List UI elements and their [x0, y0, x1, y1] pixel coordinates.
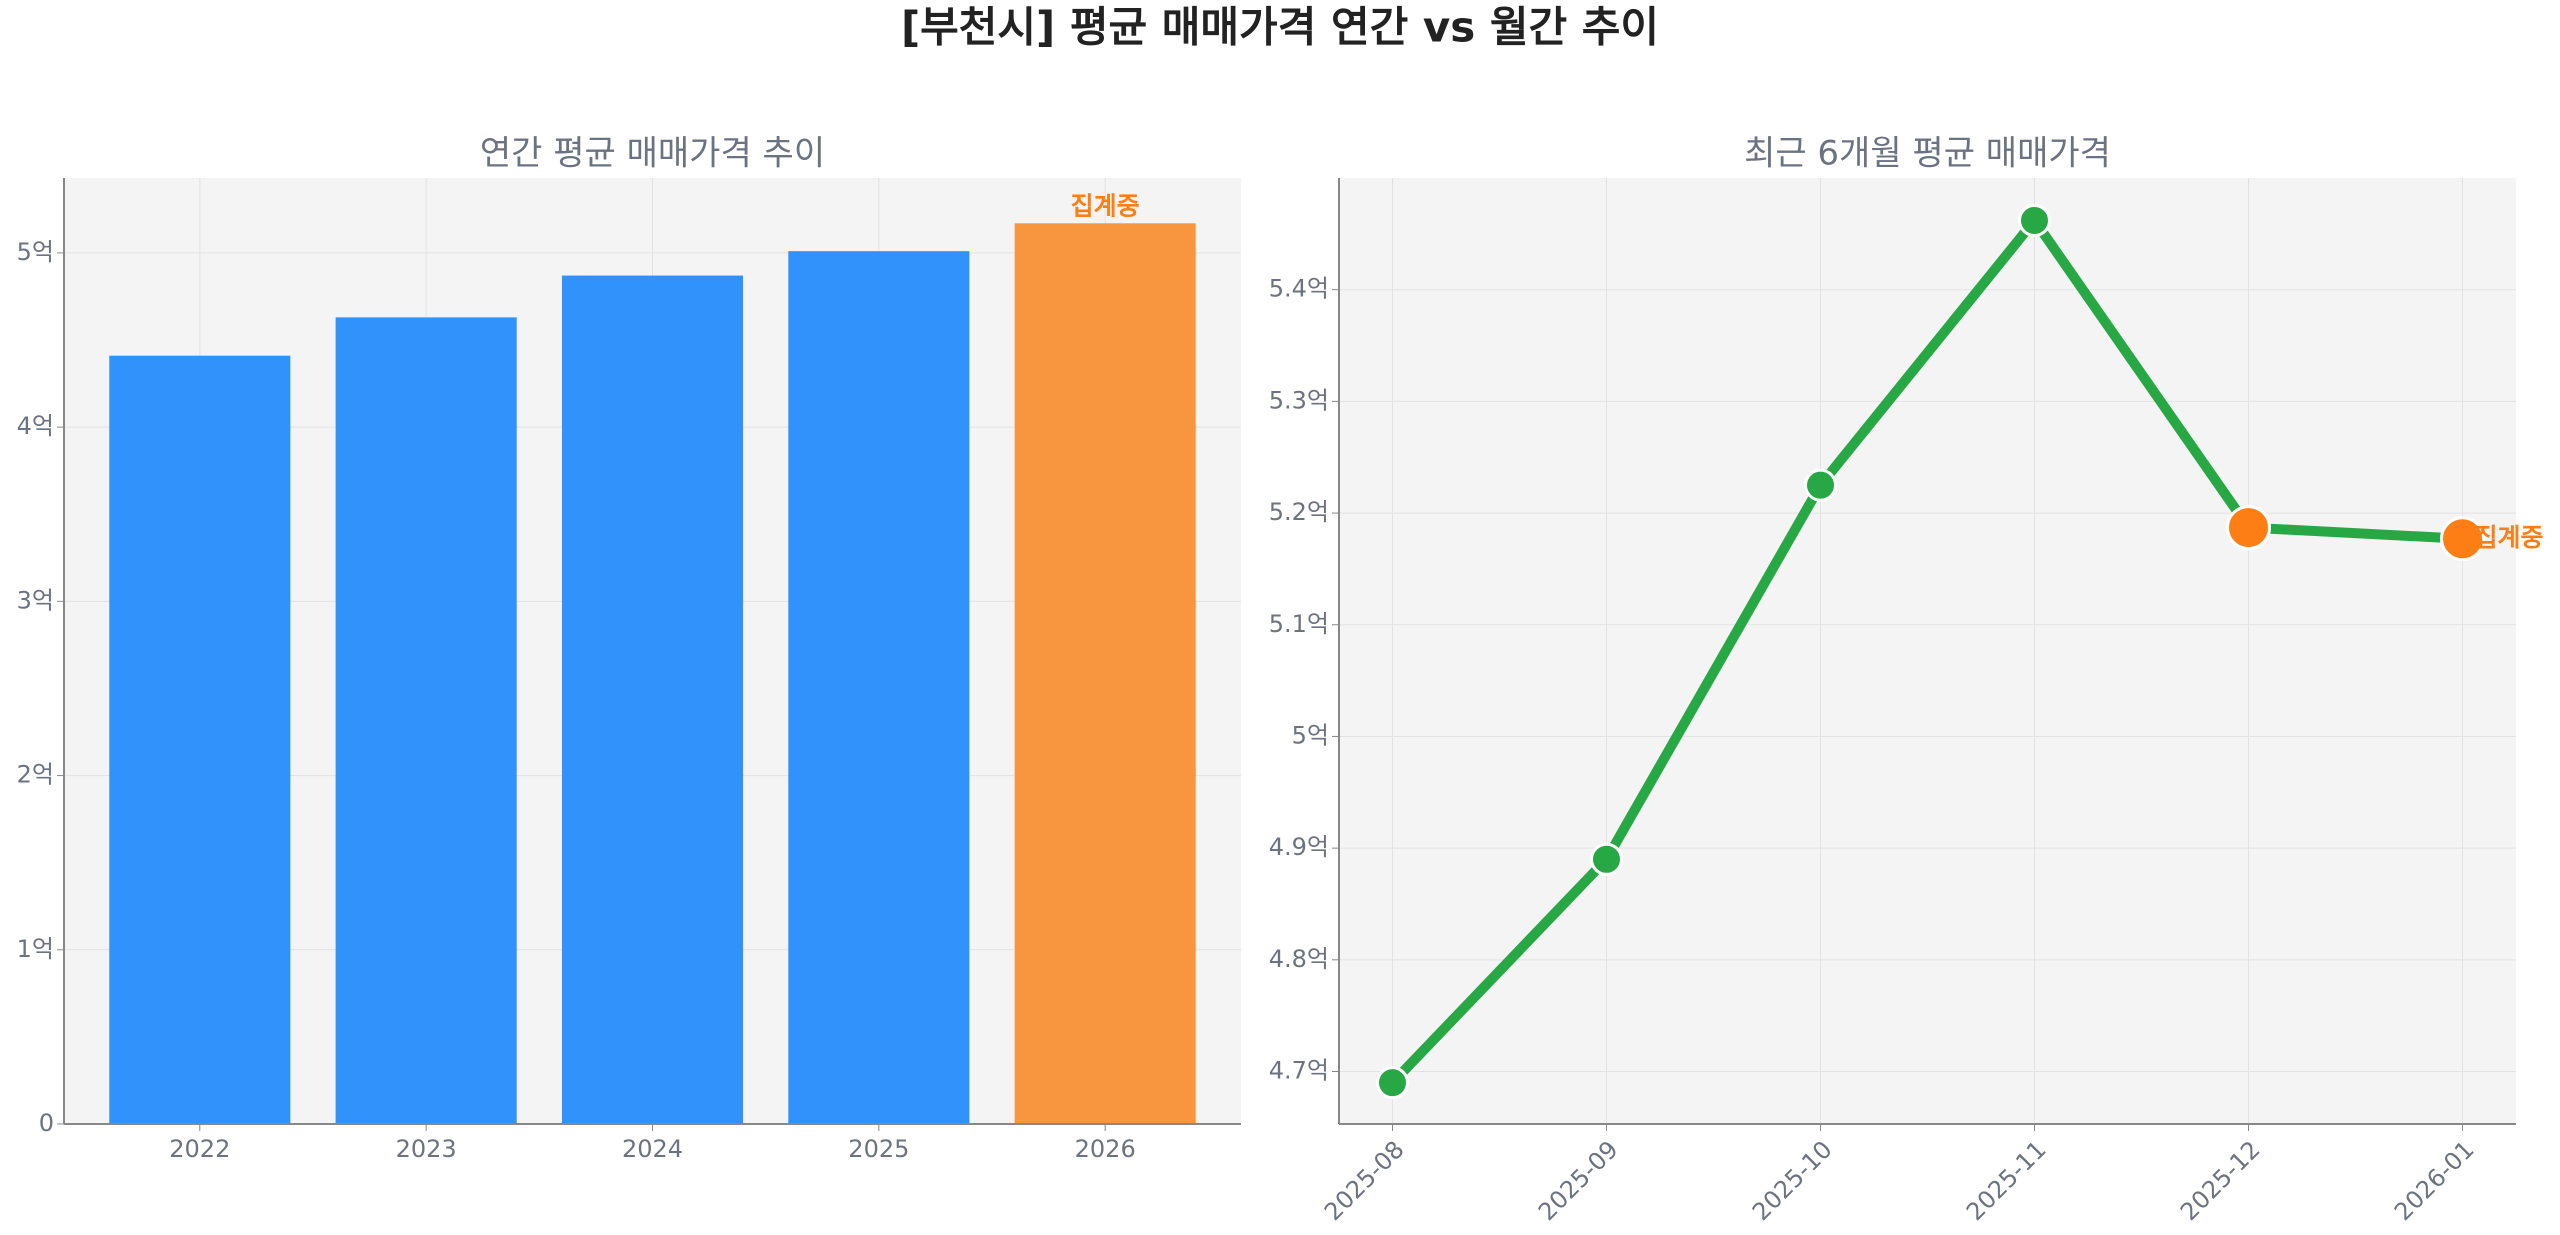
- figure-title: [부천시] 평균 매매가격 연간 vs 월간 추이: [901, 3, 1659, 52]
- x-tick-label: 2025: [848, 1135, 909, 1163]
- y-tick-label: 5.1억: [1269, 610, 1329, 638]
- point: [2018, 203, 2051, 237]
- x-tick-label: 2025-11: [1961, 1135, 2052, 1226]
- x-tick-label: 2025-10: [1747, 1135, 1838, 1226]
- point: [2440, 516, 2485, 562]
- y-tick-label: 5.4억: [1269, 275, 1329, 303]
- y-tick-label: 3억: [17, 586, 54, 614]
- y-tick-label: 1억: [17, 935, 54, 963]
- plot-background: [1339, 178, 2516, 1124]
- x-tick-label: 2026: [1075, 1135, 1136, 1163]
- y-tick-label: 4.7억: [1269, 1057, 1329, 1085]
- bar: [788, 251, 970, 1124]
- point: [1376, 1066, 1409, 1100]
- y-tick-label: 2억: [17, 761, 54, 789]
- x-tick-label: 2025-12: [2175, 1135, 2266, 1226]
- x-tick-label: 2023: [396, 1135, 457, 1163]
- annotation: 집계중: [1071, 191, 1140, 220]
- bar: [335, 317, 517, 1124]
- chart-title: 연간 평균 매매가격 추이: [480, 134, 825, 174]
- x-tick-label: 2025-09: [1533, 1135, 1624, 1226]
- bar: [561, 275, 744, 1124]
- y-tick-label: 4.9억: [1269, 833, 1329, 861]
- point: [2226, 505, 2271, 551]
- x-tick-label: 2025-08: [1319, 1135, 1410, 1226]
- bar: [1014, 223, 1196, 1124]
- y-tick-label: 5.2억: [1269, 498, 1329, 526]
- point: [1804, 468, 1837, 502]
- y-tick-label: 5.3억: [1269, 386, 1329, 414]
- x-tick-label: 2024: [622, 1135, 683, 1163]
- y-tick-label: 5억: [1292, 721, 1329, 749]
- y-tick-label: 5억: [17, 238, 54, 266]
- y-tick-label: 4억: [17, 412, 54, 440]
- x-tick-label: 2022: [169, 1135, 230, 1163]
- y-tick-label: 0: [39, 1109, 54, 1137]
- point: [1590, 842, 1623, 876]
- bar: [109, 355, 291, 1124]
- annotation: 집계중: [2475, 523, 2544, 552]
- chart-title: 최근 6개월 평균 매매가격: [1744, 134, 2111, 174]
- y-tick-label: 4.8억: [1269, 945, 1329, 973]
- x-tick-label: 2026-01: [2389, 1135, 2480, 1226]
- line: [1388, 215, 2463, 1087]
